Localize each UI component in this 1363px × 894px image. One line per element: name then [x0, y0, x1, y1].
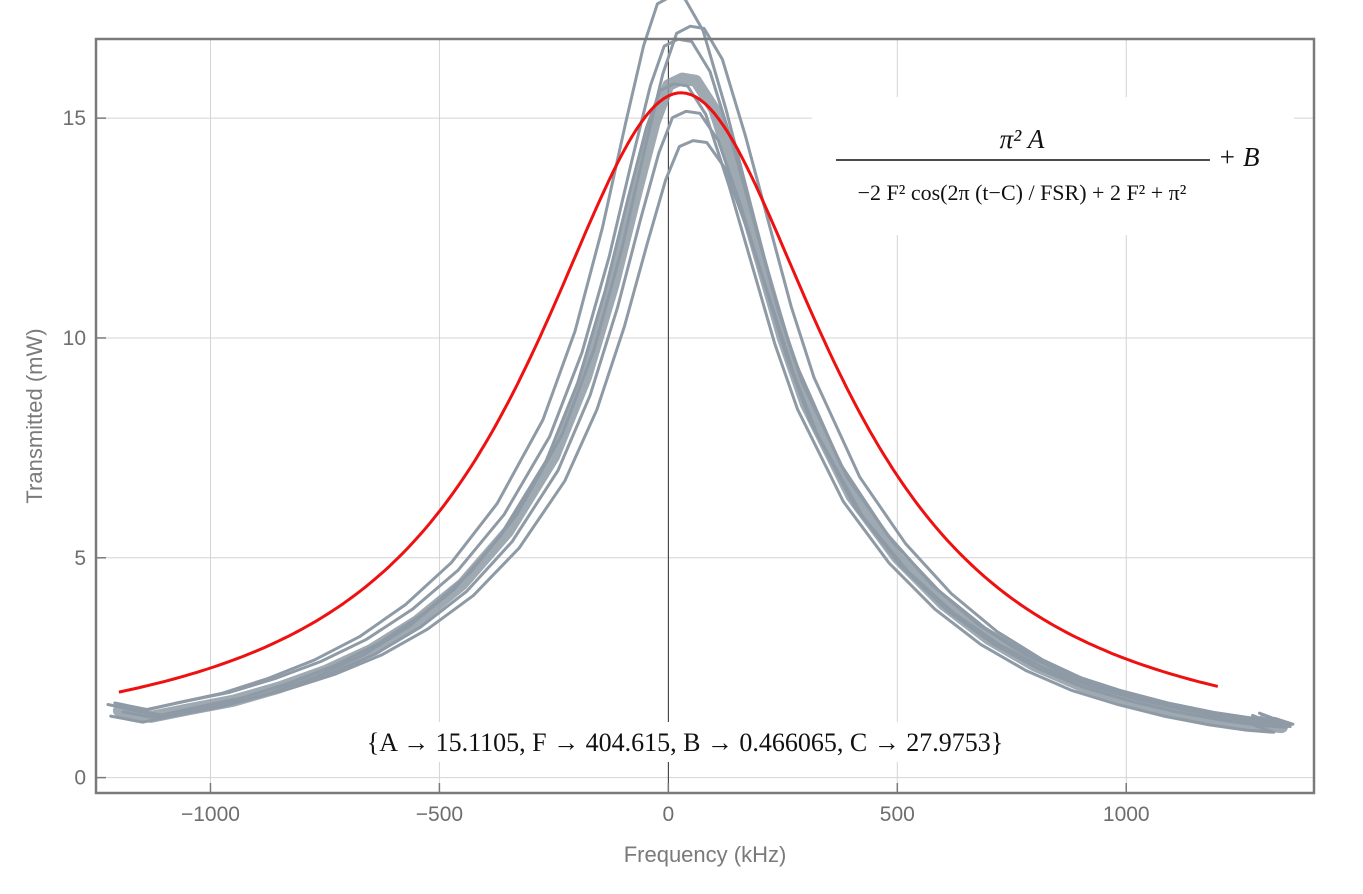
x-tick-label: 1000	[1103, 803, 1150, 826]
measured-data-band	[106, 0, 1295, 734]
measured-sweep	[121, 109, 1288, 729]
formula-denominator: −2 F² cos(2π (t−C) / FSR) + 2 F² + π²	[858, 180, 1187, 205]
x-axis-label: Frequency (kHz)	[624, 842, 787, 867]
fit-parameters-text: {A → 15.1105, F → 404.615, B → 0.466065,…	[367, 728, 1003, 757]
measured-sweep	[106, 0, 1273, 725]
x-tick-label: −1000	[181, 803, 240, 826]
fit-curve-layer	[118, 91, 1219, 694]
plot-frame	[94, 37, 1316, 795]
x-tick-label: 0	[663, 803, 675, 826]
x-tick-labels: −1000 −500 0 500 1000	[181, 803, 1150, 826]
ticks	[96, 117, 1128, 793]
measured-sweep	[109, 82, 1276, 734]
measured-sweep	[128, 139, 1295, 726]
y-tick-label: 15	[63, 107, 86, 130]
fit-parameters-box: {A → 15.1105, F → 404.615, B → 0.466065,…	[308, 722, 1060, 762]
formula: π² A −2 F² cos(2π (t−C) / FSR) + 2 F² + …	[812, 97, 1294, 235]
formula-numerator: π² A	[1000, 124, 1045, 154]
y-tick-label: 0	[74, 767, 86, 790]
formula-suffix: + B	[1218, 142, 1259, 172]
y-tick-label: 10	[63, 327, 86, 350]
y-tick-labels: 0 5 10 15	[63, 107, 86, 789]
fit-curve	[118, 91, 1219, 694]
y-tick-label: 5	[74, 547, 86, 570]
y-axis-label: Transmitted (mW)	[22, 328, 47, 503]
x-tick-label: −500	[416, 803, 463, 826]
x-tick-label: 500	[880, 803, 915, 826]
